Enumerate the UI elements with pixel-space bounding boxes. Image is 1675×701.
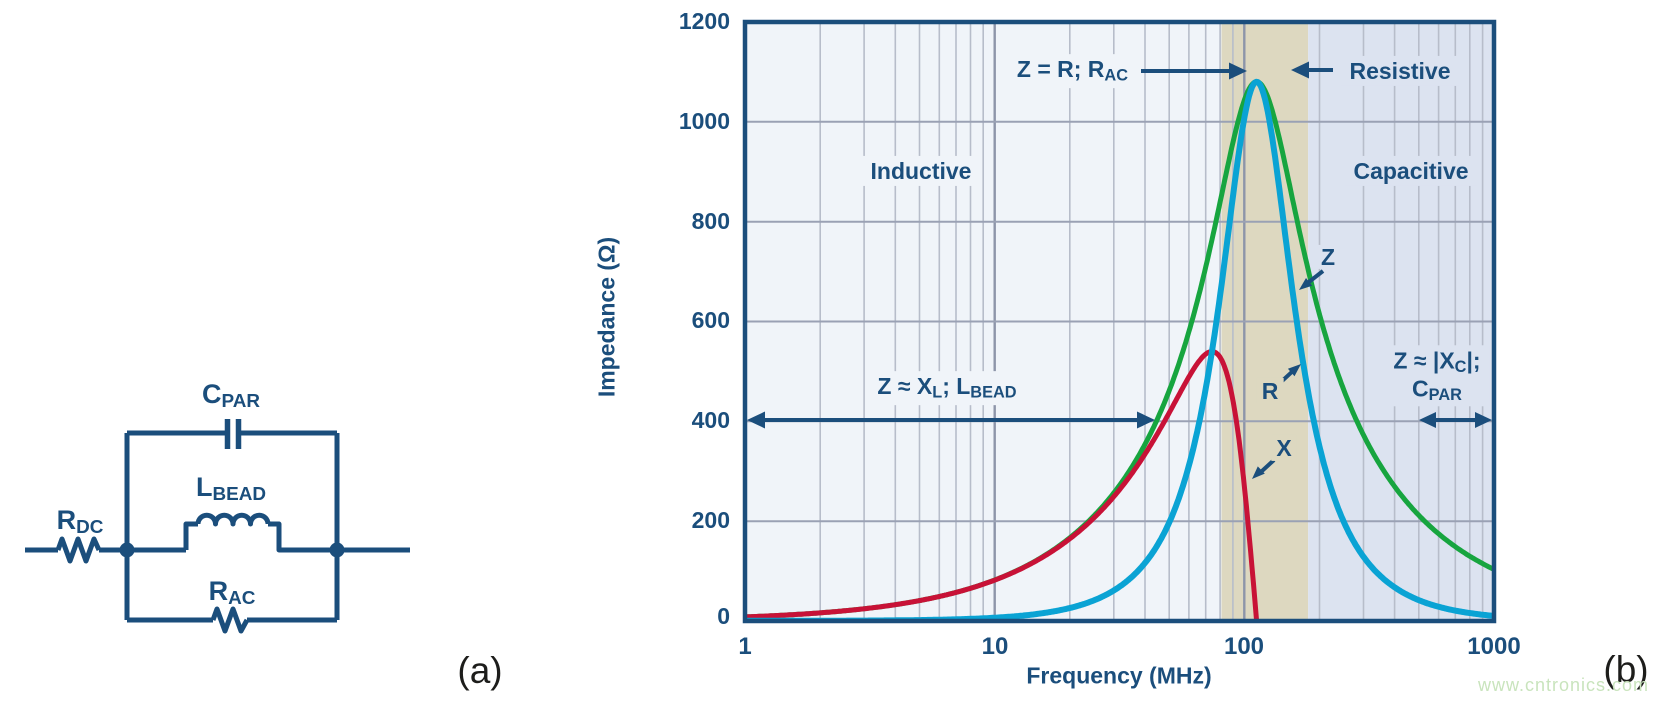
arrow-z-curve	[1299, 269, 1325, 290]
wire-inductor-step-down	[268, 521, 337, 553]
node-right	[329, 542, 345, 558]
plot-frame	[742, 19, 1497, 624]
resistor-rdc	[55, 536, 102, 564]
arrow-peak-right	[1141, 62, 1247, 80]
arrow-peak-left	[1291, 61, 1333, 79]
annotation-arrows	[747, 61, 1492, 479]
node-left	[119, 542, 135, 558]
ferrite-bead-circuit	[25, 419, 410, 634]
arrow-capacitive-range	[1419, 412, 1492, 428]
chart-gridlines	[745, 22, 1494, 621]
arrow-inductive-range	[747, 411, 1155, 429]
capacitor-cpar	[224, 419, 242, 449]
wire-inductor-step-up	[183, 521, 198, 550]
inductor-lbead	[195, 512, 271, 527]
arrow-x-curve	[1252, 458, 1276, 479]
curve-x	[745, 349, 1260, 621]
resistor-rac	[210, 606, 250, 634]
